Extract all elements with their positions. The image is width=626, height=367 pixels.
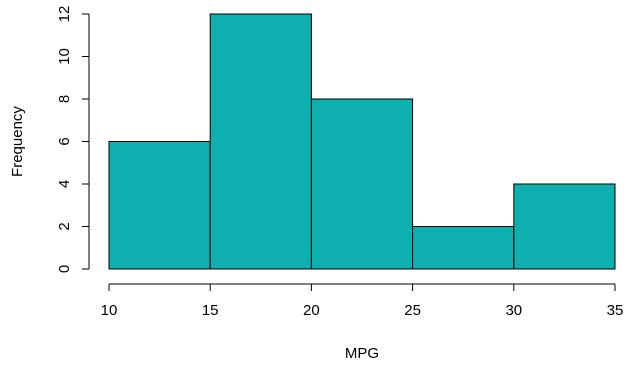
y-tick-label-3: 6 xyxy=(56,137,73,145)
histogram-bar-3 xyxy=(412,226,515,270)
x-tick-label-4: 30 xyxy=(505,302,522,319)
y-tick-label-4: 8 xyxy=(56,95,73,103)
x-axis: 10 15 20 25 30 35 xyxy=(101,283,624,319)
histogram-bar-4 xyxy=(513,183,616,270)
y-tick-label-0: 0 xyxy=(56,265,73,273)
y-axis: 0 2 4 6 8 10 12 xyxy=(56,6,90,273)
x-tick-label-0: 10 xyxy=(101,302,118,319)
x-tick-label-5: 35 xyxy=(607,302,624,319)
y-tick-label-6: 12 xyxy=(56,6,73,23)
x-axis-title: MPG xyxy=(345,345,379,362)
x-tick-label-3: 25 xyxy=(404,302,421,319)
y-tick-label-2: 4 xyxy=(56,180,73,188)
y-tick-label-1: 2 xyxy=(56,222,73,230)
histogram-bar-1 xyxy=(209,13,312,270)
y-tick-label-5: 10 xyxy=(56,48,73,65)
x-tick-label-2: 20 xyxy=(303,302,320,319)
histogram-bar-2 xyxy=(310,98,414,270)
x-tick-label-1: 15 xyxy=(202,302,219,319)
bars-group xyxy=(108,13,616,270)
y-axis-title: Frequency xyxy=(9,106,26,177)
histogram-bar-0 xyxy=(108,141,211,270)
